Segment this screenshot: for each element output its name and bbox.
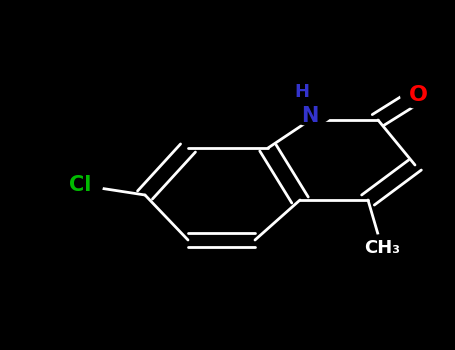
Circle shape	[57, 168, 102, 202]
Circle shape	[365, 235, 399, 261]
Circle shape	[285, 87, 335, 125]
Circle shape	[401, 82, 435, 108]
Text: CH₃: CH₃	[364, 239, 400, 257]
Text: O: O	[409, 85, 428, 105]
Text: Cl: Cl	[69, 175, 91, 195]
Text: N: N	[301, 106, 318, 126]
Text: H: H	[294, 83, 309, 101]
